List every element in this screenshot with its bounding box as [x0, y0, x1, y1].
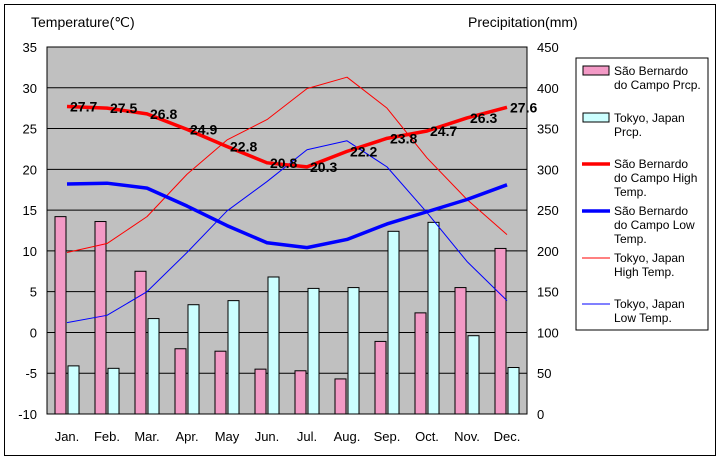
- bar-sao-bernardo-prcp: [294, 370, 307, 415]
- data-label-high-temp: 24.9: [190, 121, 217, 137]
- right-axis-tick: 250: [537, 203, 559, 218]
- bar-tokyo-prcp: [347, 287, 360, 415]
- left-axis-tick: 10: [23, 244, 37, 259]
- left-axis-title: Temperature(℃): [31, 14, 135, 30]
- legend-tokyo-high-label: High Temp.: [614, 265, 674, 279]
- right-axis-tick: 300: [537, 162, 559, 177]
- bar-tokyo-prcp: [147, 318, 160, 415]
- left-axis-tick: 0: [30, 325, 37, 340]
- data-label-high-temp: 24.7: [430, 123, 457, 139]
- right-axis-tick: 0: [537, 407, 544, 422]
- data-label-high-temp: 23.8: [390, 130, 417, 146]
- x-axis-label: Nov.: [454, 429, 480, 444]
- left-axis-tick: 25: [23, 122, 37, 137]
- legend-sao-bernardo-prcp-swatch: [582, 65, 610, 76]
- right-axis-tick: 150: [537, 285, 559, 300]
- left-axis-tick: 35: [23, 40, 37, 55]
- x-axis-label: Feb.: [94, 429, 120, 444]
- data-label-high-temp: 20.3: [310, 159, 337, 175]
- data-label-high-temp: 26.3: [470, 110, 497, 126]
- legend-box: [575, 57, 709, 331]
- x-axis-label: Jun.: [255, 429, 280, 444]
- bar-tokyo-prcp: [267, 276, 280, 415]
- legend-sao-bernardo-low-label: Temp.: [614, 232, 647, 246]
- bar-sao-bernardo-prcp: [454, 287, 467, 415]
- legend-sao-bernardo-prcp-label: do Campo Prcp.: [614, 78, 701, 92]
- bar-tokyo-prcp: [67, 365, 80, 415]
- bar-sao-bernardo-prcp: [214, 350, 227, 415]
- bar-tokyo-prcp: [507, 367, 520, 415]
- data-label-high-temp: 27.5: [110, 100, 137, 116]
- right-axis-tick: 100: [537, 325, 559, 340]
- bar-sao-bernardo-prcp: [374, 340, 387, 415]
- legend-sao-bernardo-high-label: do Campo High: [614, 171, 697, 185]
- legend-tokyo-high-label: Tokyo, Japan: [614, 251, 685, 265]
- bar-tokyo-prcp: [307, 287, 320, 415]
- legend-tokyo-low-label: Tokyo, Japan: [614, 297, 685, 311]
- line-sao-bernardo-high: [66, 104, 508, 169]
- bar-tokyo-prcp: [187, 304, 200, 415]
- bar-tokyo-prcp: [427, 221, 440, 415]
- legend-tokyo-low-label: Low Temp.: [614, 311, 672, 325]
- bar-tokyo-prcp: [227, 300, 240, 415]
- left-axis-tick: -10: [18, 407, 37, 422]
- legend-sao-bernardo-prcp-label: São Bernardo: [614, 64, 688, 78]
- right-axis-tick: 350: [537, 122, 559, 137]
- right-axis-tick: 450: [537, 40, 559, 55]
- legend-sao-bernardo-high-label: Temp.: [614, 185, 647, 199]
- bar-sao-bernardo-prcp: [94, 221, 107, 415]
- bar-tokyo-prcp: [387, 230, 400, 415]
- left-axis-tick: 15: [23, 203, 37, 218]
- legend-sao-bernardo-low-label: São Bernardo: [614, 204, 688, 218]
- right-axis-tick: 200: [537, 244, 559, 259]
- bar-sao-bernardo-prcp: [254, 368, 267, 415]
- legend-tokyo-prcp-swatch: [582, 112, 610, 123]
- line-sao-bernardo-low: [66, 181, 508, 250]
- x-axis-label: Dec.: [494, 429, 521, 444]
- x-axis-label: May: [215, 429, 240, 444]
- data-label-high-temp: 27.6: [510, 99, 537, 115]
- bar-sao-bernardo-prcp: [174, 348, 187, 415]
- x-axis-label: Mar.: [134, 429, 159, 444]
- bar-sao-bernardo-prcp: [494, 247, 507, 415]
- legend-sao-bernardo-low-label: do Campo Low: [614, 218, 695, 232]
- left-axis-tick: 30: [23, 81, 37, 96]
- left-axis-tick: 20: [23, 162, 37, 177]
- x-axis-label: Aug.: [334, 429, 361, 444]
- data-label-high-temp: 22.2: [350, 143, 377, 159]
- legend-sao-bernardo-high-label: São Bernardo: [614, 157, 688, 171]
- bar-sao-bernardo-prcp: [54, 216, 67, 415]
- x-axis-label: Oct.: [415, 429, 439, 444]
- x-axis-label: Jul.: [297, 429, 317, 444]
- bar-sao-bernardo-prcp: [334, 378, 347, 415]
- bar-sao-bernardo-prcp: [414, 312, 427, 415]
- left-axis-tick: 5: [30, 285, 37, 300]
- x-axis-label: Jan.: [55, 429, 80, 444]
- x-axis-label: Apr.: [175, 429, 198, 444]
- right-axis-tick: 400: [537, 81, 559, 96]
- data-label-high-temp: 22.8: [230, 138, 257, 154]
- legend-tokyo-prcp-label: Prcp.: [614, 125, 642, 139]
- legend-tokyo-prcp-label: Tokyo, Japan: [614, 111, 685, 125]
- x-axis-label: Sep.: [374, 429, 401, 444]
- data-label-high-temp: 26.8: [150, 106, 177, 122]
- plot-border: [46, 46, 528, 415]
- data-label-high-temp: 20.8: [270, 155, 297, 171]
- bar-tokyo-prcp: [467, 335, 480, 415]
- data-label-high-temp: 27.7: [70, 99, 97, 115]
- right-axis-tick: 50: [537, 366, 551, 381]
- right-axis-title: Precipitation(mm): [468, 14, 578, 30]
- line-tokyo-high: [66, 76, 508, 254]
- left-axis-tick: -5: [25, 366, 37, 381]
- bar-tokyo-prcp: [107, 367, 120, 415]
